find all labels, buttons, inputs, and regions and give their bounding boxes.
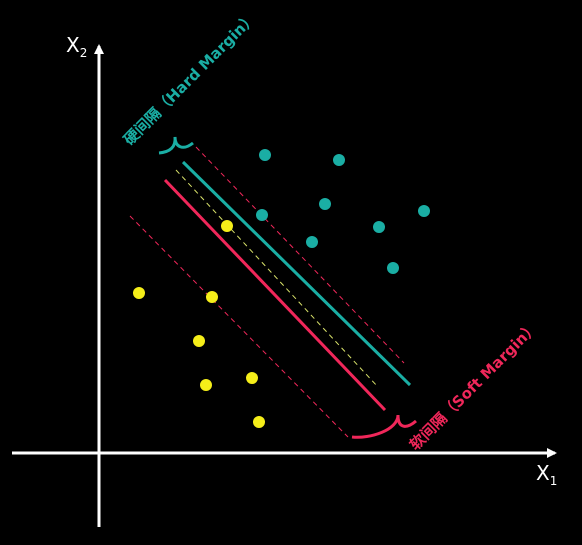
soft-margin-boundary-upper <box>195 146 405 364</box>
y-axis-label: X2 <box>66 33 87 60</box>
yellow-point <box>200 379 212 391</box>
soft-margin-boundary-lower <box>129 215 349 438</box>
yellow-point <box>253 416 265 428</box>
teal-point <box>256 209 268 221</box>
yellow-point <box>133 287 145 299</box>
teal-point <box>306 236 318 248</box>
teal-point <box>373 221 385 233</box>
hard-margin-line <box>181 160 412 387</box>
yellow-point <box>221 220 233 232</box>
yellow-point <box>246 372 258 384</box>
soft-margin-brace <box>351 414 417 439</box>
teal-point <box>333 154 345 166</box>
teal-point <box>319 198 331 210</box>
decision-hyperplane <box>175 169 379 388</box>
teal-point <box>259 149 271 161</box>
yellow-point <box>206 291 218 303</box>
teal-point <box>418 205 430 217</box>
soft-margin-line <box>163 178 387 412</box>
hard-margin-brace <box>158 136 194 155</box>
yellow-point <box>193 335 205 347</box>
teal-point <box>387 262 399 274</box>
x-axis-label: X1 <box>536 461 557 488</box>
